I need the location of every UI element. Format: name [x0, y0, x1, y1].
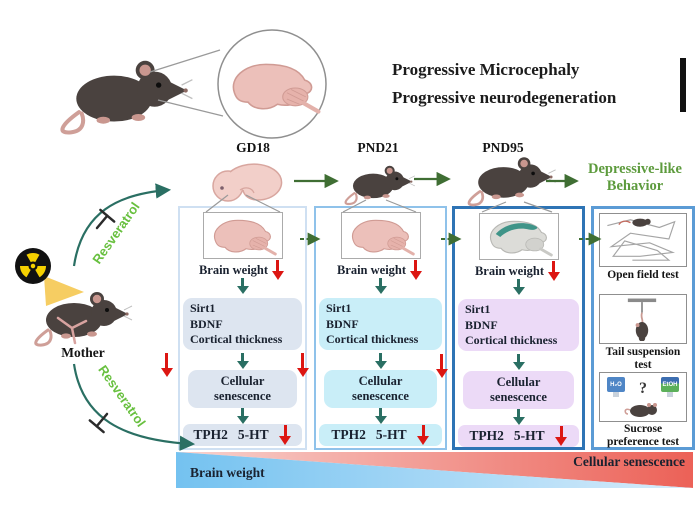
mother-mouse-icon — [34, 290, 134, 347]
brain-image-box — [478, 213, 559, 260]
sucrose-preference-test-box: H₂O ? EtOH — [599, 372, 687, 422]
genes-box: Sirt1 BDNF Cortical thickness — [160, 298, 302, 377]
brain-pink-icon — [212, 218, 277, 255]
stage-label-pnd95: PND95 — [482, 140, 524, 155]
serotonin-label: 5-HT — [237, 427, 269, 442]
open-field-test-label: Open field test — [607, 269, 679, 281]
red-down-arrow-icon — [417, 425, 430, 445]
teal-down-arrow-icon — [236, 278, 249, 294]
teal-down-arrow-icon — [512, 354, 525, 370]
tph2-label: TPH2 — [469, 428, 504, 443]
brain-image-box — [340, 212, 421, 259]
title-accent-bar — [680, 58, 686, 112]
magnifier-circle-icon — [217, 29, 327, 139]
red-down-arrow-icon — [160, 352, 173, 379]
sirt1-label: Sirt1 — [190, 301, 216, 315]
tph-box: TPH2 5-HT — [319, 424, 442, 446]
pup-pnd21-icon — [344, 164, 416, 206]
resveratrol-bottom-label: Resveratrol — [95, 362, 149, 430]
inhibition-tee-bottom-icon — [88, 412, 109, 434]
tph-box: TPH2 5-HT — [458, 425, 579, 447]
panel-gd18: Brain weight Sirt1 BDNF Cortical thickne… — [160, 206, 307, 450]
senescence-label: Cellular senescence — [214, 374, 271, 403]
adult-mouse-icon — [62, 61, 192, 133]
brain-weight-row: Brain weight — [455, 261, 580, 281]
tail-suspension-test-box — [599, 294, 687, 344]
panel-pnd21: Brain weight Sirt1 BDNF Cortical thickne… — [296, 206, 447, 450]
red-down-arrow-icon — [555, 426, 568, 446]
mother-label: Mother — [61, 345, 105, 360]
title-line-2: Progressive neurodegeneration — [392, 88, 617, 107]
brain-weight-row: Brain weight — [316, 260, 443, 280]
stage-label-pnd21: PND21 — [357, 140, 399, 155]
sirt1-label: Sirt1 — [326, 301, 352, 315]
tail-suspension-icon — [627, 298, 657, 342]
water-bottle-icon: H₂O — [607, 377, 625, 397]
fetus-gd18-icon — [212, 163, 283, 202]
teal-down-arrow-icon — [374, 278, 387, 294]
gradient-bar-right-label: Cellular senescence — [573, 454, 685, 469]
senescence-label: Cellular senescence — [352, 374, 409, 403]
red-down-arrow-icon — [271, 260, 284, 280]
brain-image-box — [202, 212, 283, 259]
red-down-arrow-icon — [547, 261, 560, 281]
cortical-thickness-label: Cortical thickness — [326, 332, 419, 346]
senescence-box: Cellular senescence — [463, 371, 574, 409]
open-field-test-box — [599, 213, 687, 267]
brain-pink-icon — [350, 218, 415, 255]
radiation-beam-icon — [44, 276, 84, 306]
outcome-label: Depressive-like Behavior — [588, 161, 682, 194]
title-line-1: Progressive Microcephaly — [392, 60, 580, 79]
genes-box: Sirt1 BDNF Cortical thickness — [296, 298, 442, 377]
brain-weight-row: Brain weight — [180, 260, 303, 280]
genes-box: Sirt1 BDNF Cortical thickness — [435, 299, 579, 378]
tph-box: TPH2 5-HT — [183, 424, 302, 446]
tph2-label: TPH2 — [193, 427, 228, 442]
panel-pnd95: Brain weight Sirt1 BDNF Cortical thickne… — [435, 206, 585, 450]
teal-down-arrow-icon — [236, 408, 249, 424]
teal-down-arrow-icon — [512, 409, 525, 425]
senescence-label: Cellular senescence — [490, 375, 547, 404]
red-down-arrow-icon — [435, 353, 448, 380]
senescence-box: Cellular senescence — [324, 370, 437, 408]
cortical-thickness-label: Cortical thickness — [465, 333, 558, 347]
etoh-bottle-icon: EtOH — [661, 377, 679, 397]
teal-down-arrow-icon — [512, 279, 525, 295]
timeline-arrow-icons — [294, 171, 579, 189]
bdnf-label: BDNF — [190, 316, 223, 331]
tail-suspension-test-label: Tail suspension test — [605, 346, 681, 371]
brain-weight-label: Brain weight — [474, 263, 545, 278]
gradient-bar-left-label: Brain weight — [190, 465, 265, 480]
teal-down-arrow-icon — [374, 408, 387, 424]
gradient-bar: Brain weight Cellular senescence — [176, 452, 693, 488]
senescence-box: Cellular senescence — [188, 370, 297, 408]
bdnf-label: BDNF — [326, 316, 359, 331]
serotonin-label: 5-HT — [375, 427, 407, 442]
adult-pnd95-icon — [467, 155, 557, 207]
sirt1-label: Sirt1 — [465, 302, 491, 316]
brain-weight-label: Brain weight — [336, 262, 407, 277]
question-mark: ? — [639, 380, 647, 397]
serotonin-label: 5-HT — [513, 428, 545, 443]
tph2-label: TPH2 — [331, 427, 366, 442]
cortical-thickness-label: Cortical thickness — [190, 332, 283, 346]
teal-down-arrow-icon — [236, 353, 249, 369]
brain-weight-label: Brain weight — [198, 262, 269, 277]
brain-gray-teal-icon — [488, 219, 553, 256]
resveratrol-top-label: Resveratrol — [89, 199, 143, 267]
drinking-mouse-icon — [624, 403, 657, 417]
red-down-arrow-icon — [279, 425, 292, 445]
sucrose-preference-test-label: Sucrose preference test — [606, 423, 680, 448]
bdnf-label: BDNF — [465, 317, 498, 332]
red-down-arrow-icon — [409, 260, 422, 280]
open-field-path-icon — [607, 218, 676, 261]
red-down-arrow-icon — [296, 352, 309, 379]
panel-behavior-tests: Open field test Tail suspension test H₂O… — [591, 206, 695, 450]
stage-label-gd18: GD18 — [236, 140, 270, 155]
teal-down-arrow-icon — [374, 353, 387, 369]
radiation-hazard-icon — [15, 248, 51, 284]
